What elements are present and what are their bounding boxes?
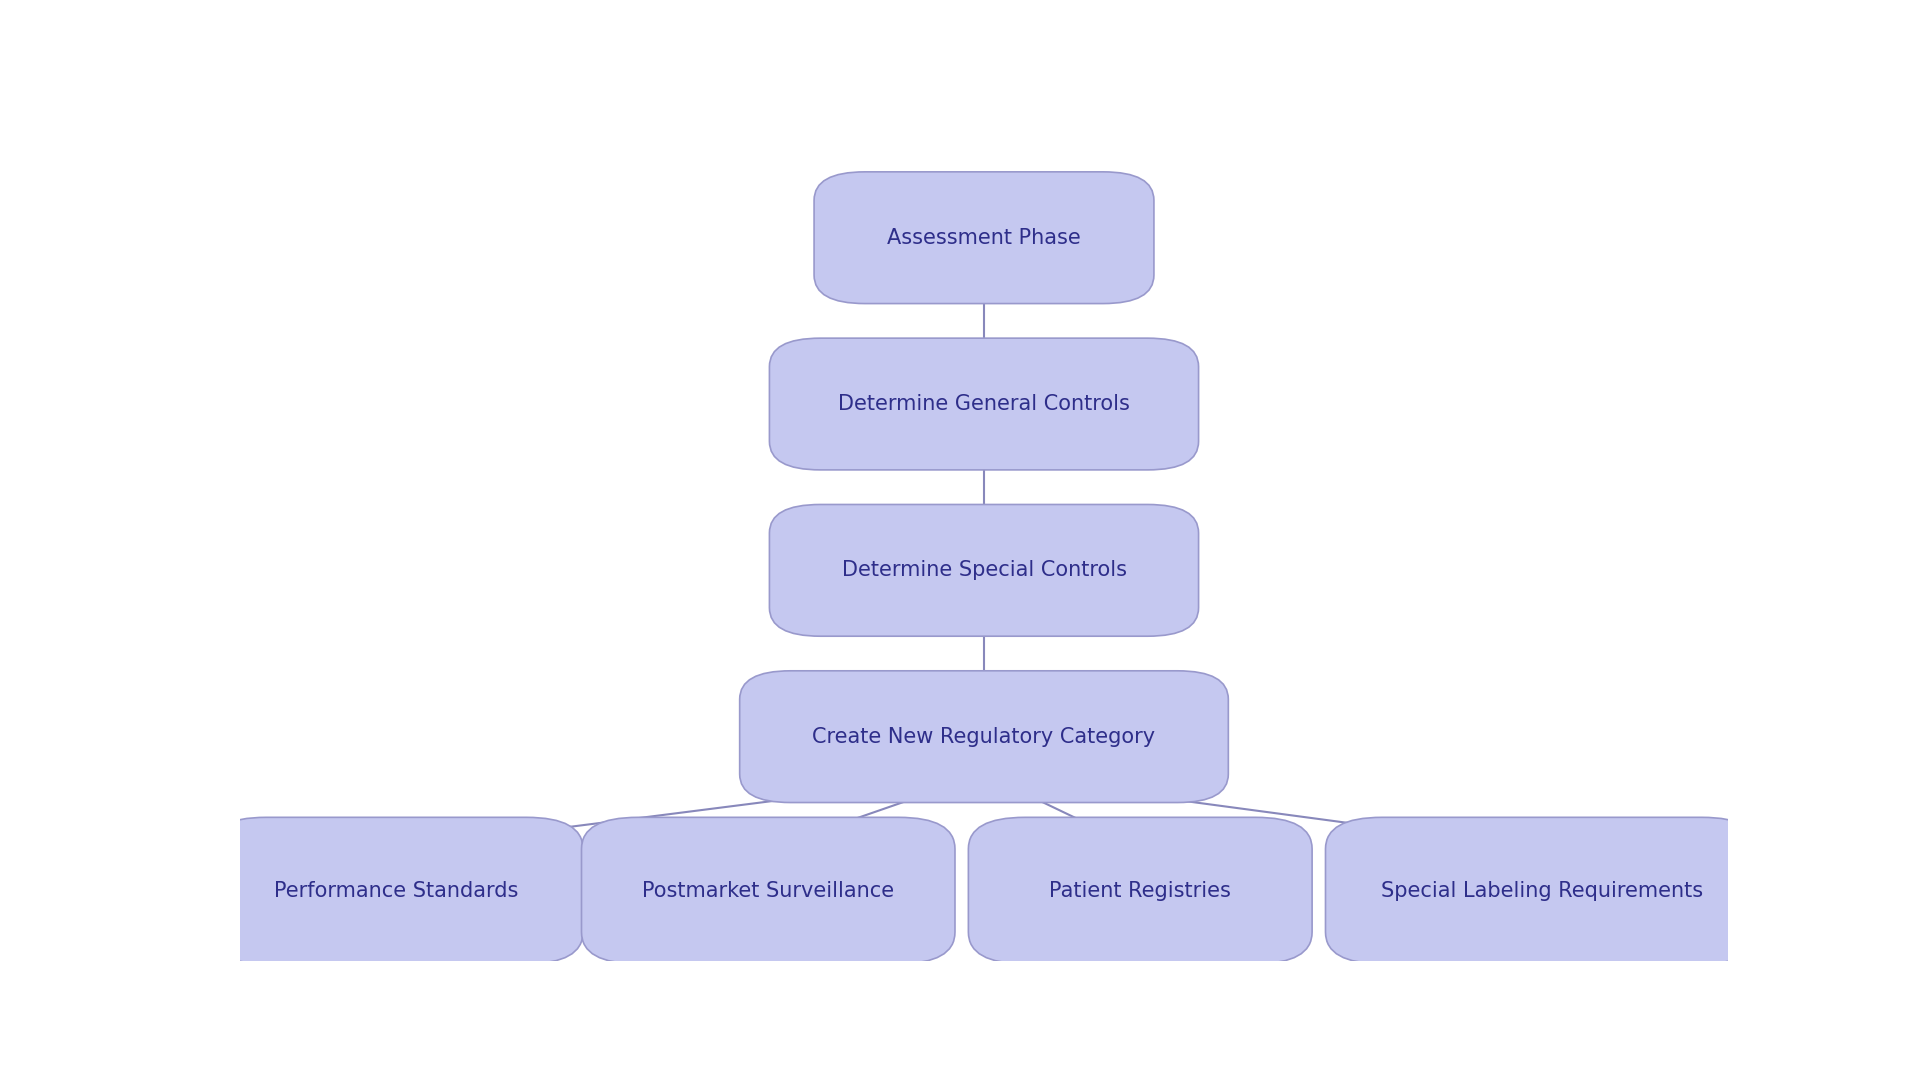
FancyBboxPatch shape: [209, 818, 584, 963]
FancyBboxPatch shape: [582, 818, 954, 963]
Text: Postmarket Surveillance: Postmarket Surveillance: [641, 880, 895, 901]
FancyBboxPatch shape: [814, 172, 1154, 303]
Text: Special Labeling Requirements: Special Labeling Requirements: [1380, 880, 1703, 901]
FancyBboxPatch shape: [770, 504, 1198, 636]
Text: Determine Special Controls: Determine Special Controls: [841, 561, 1127, 580]
Text: Assessment Phase: Assessment Phase: [887, 228, 1081, 247]
FancyBboxPatch shape: [968, 818, 1311, 963]
FancyBboxPatch shape: [739, 671, 1229, 802]
Text: Patient Registries: Patient Registries: [1050, 880, 1231, 901]
FancyBboxPatch shape: [1325, 818, 1759, 963]
FancyBboxPatch shape: [770, 338, 1198, 470]
Text: Create New Regulatory Category: Create New Regulatory Category: [812, 727, 1156, 746]
Text: Performance Standards: Performance Standards: [275, 880, 518, 901]
Text: Determine General Controls: Determine General Controls: [837, 394, 1131, 414]
